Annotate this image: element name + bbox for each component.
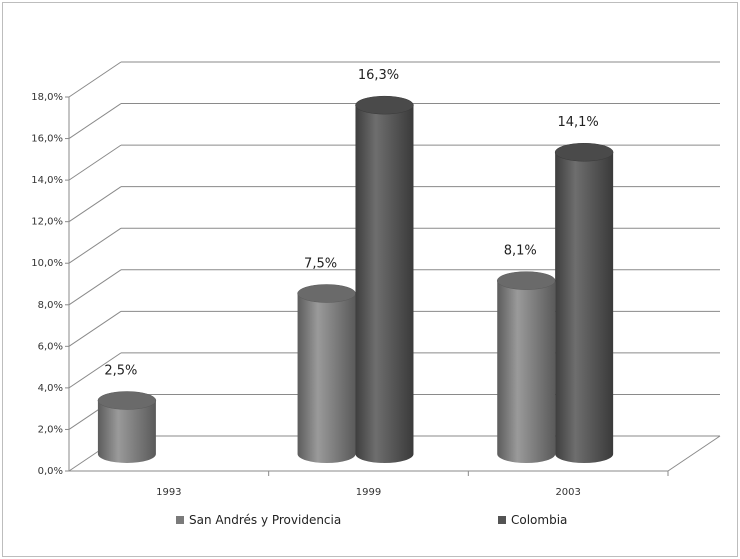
- y-tick-label: 18,0%: [31, 92, 63, 103]
- data-label: 7,5%: [304, 256, 337, 271]
- bar-body: [555, 152, 614, 464]
- data-label: 2,5%: [104, 363, 137, 378]
- y-tick-label: 8,0%: [38, 300, 63, 311]
- data-labels: 2,5% 7,5% 16,3% 8,1% 14,1%: [104, 68, 598, 378]
- bars: [97, 95, 614, 464]
- bar-chart: 0,0% 2,0% 4,0% 6,0% 8,0% 10,0% 12,0% 14,0% 16,0%…: [31, 61, 721, 527]
- y-tick-label: 10,0%: [31, 258, 63, 269]
- bar-body: [355, 105, 414, 463]
- bar-top: [496, 271, 556, 290]
- y-tick-label: 4,0%: [38, 383, 63, 394]
- bar-san-andres: [297, 284, 356, 463]
- legend: San Andrés y Providencia Colombia: [176, 513, 567, 527]
- gridline-wall: [68, 186, 122, 223]
- bar-top: [297, 284, 356, 303]
- x-tick-label: 2003: [555, 487, 580, 498]
- bar-body: [97, 400, 156, 463]
- gridlines: [68, 61, 720, 472]
- legend-swatch: [176, 516, 184, 524]
- bar-top: [554, 142, 614, 162]
- bar-colombia: [554, 142, 614, 464]
- y-tick-label: 14,0%: [31, 175, 63, 186]
- bar-body: [497, 280, 556, 464]
- data-label: 14,1%: [557, 115, 598, 130]
- legend-swatch: [498, 516, 506, 524]
- bar-top: [97, 391, 157, 410]
- gridline-wall: [68, 61, 122, 98]
- legend-label: San Andrés y Providencia: [189, 513, 341, 527]
- gridline-wall: [68, 352, 122, 389]
- floor-edge: [667, 435, 721, 472]
- gridline-wall: [68, 144, 122, 181]
- y-tick-label: 6,0%: [38, 341, 63, 352]
- x-tick-label: 1993: [156, 487, 181, 498]
- gridline-wall: [68, 103, 122, 139]
- y-tick-label: 16,0%: [31, 134, 63, 145]
- gridline-wall: [68, 269, 122, 306]
- gridline-wall: [68, 227, 122, 264]
- x-tick-label: 1999: [356, 487, 381, 498]
- y-tick-label: 2,0%: [38, 424, 63, 435]
- data-label: 16,3%: [358, 68, 399, 83]
- bar-san-andres: [496, 271, 556, 464]
- data-label: 8,1%: [504, 244, 537, 259]
- y-tick-label: 12,0%: [31, 217, 63, 228]
- bar-colombia: [355, 95, 414, 463]
- axes: 0,0% 2,0% 4,0% 6,0% 8,0% 10,0% 12,0% 14,0% 16,0%…: [31, 92, 721, 498]
- bar-body: [297, 293, 356, 463]
- y-tick-label: 0,0%: [38, 466, 63, 477]
- bar-top: [355, 95, 414, 115]
- legend-label: Colombia: [511, 513, 567, 527]
- gridline-wall: [68, 310, 122, 347]
- bar-san-andres: [97, 391, 157, 463]
